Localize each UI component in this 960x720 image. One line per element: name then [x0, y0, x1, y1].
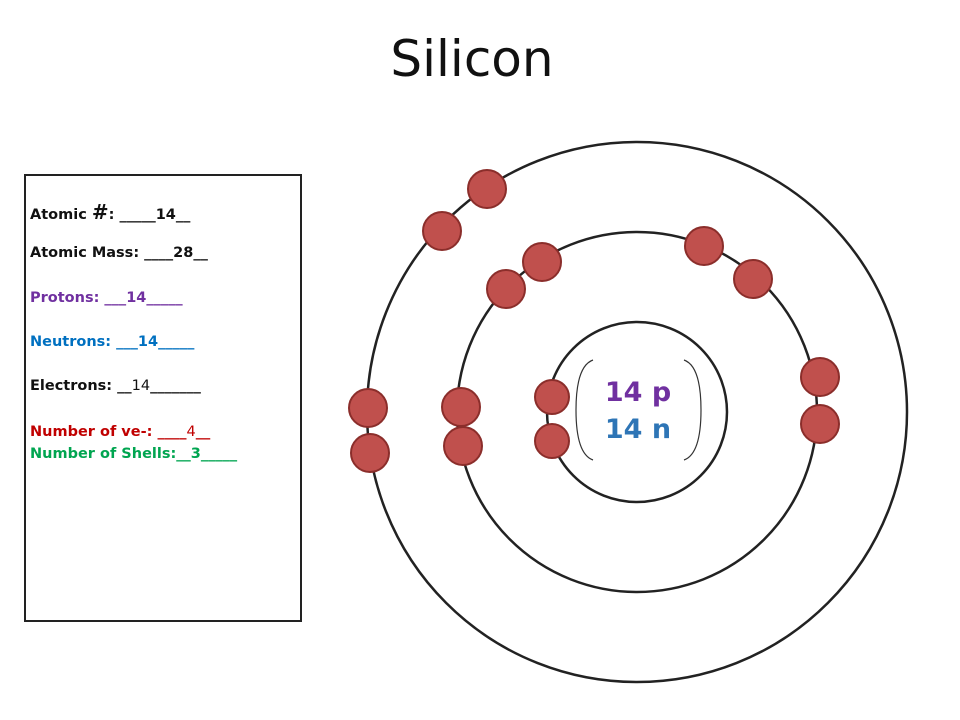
electron: [467, 169, 507, 209]
nucleus-neutrons-label: 14 n: [605, 414, 671, 445]
atomic-mass-label: Atomic Mass: ____: [30, 245, 174, 261]
atomic-number-blank: : _____: [108, 207, 156, 223]
neutrons-suffix: _____: [158, 334, 195, 350]
electron: [534, 379, 570, 415]
page-title: Silicon: [390, 30, 554, 88]
electrons-suffix: _______: [150, 378, 201, 394]
electrons-line: Electrons: __14_______: [30, 378, 201, 394]
inner-shell-orbit: [545, 320, 729, 504]
shells-value: 3: [190, 446, 201, 462]
shell-2-electrons: [441, 226, 840, 466]
neutrons-value: 14: [137, 334, 159, 350]
shells-line: Number of Shells:__3_____: [30, 446, 237, 462]
electron: [348, 388, 388, 428]
nucleus-right-bracket: [683, 359, 702, 461]
electron: [422, 211, 462, 251]
atomic-number-label: Atomic: [30, 207, 92, 223]
protons-value: 14: [126, 290, 147, 306]
electron: [800, 404, 840, 444]
valence-suffix: __: [195, 424, 211, 440]
atomic-mass-suffix: __: [193, 245, 208, 261]
shell-3-electrons: [348, 169, 507, 473]
electron: [733, 259, 773, 299]
atomic-number-suffix: __: [175, 207, 191, 223]
electrons-value: 14: [131, 378, 151, 394]
atomic-number-hash: #: [91, 200, 109, 224]
valence-label: Number of ve-: ____: [30, 424, 187, 440]
electron: [443, 426, 483, 466]
electron: [800, 357, 840, 397]
atomic-number-line: Atomic #: _____14__: [30, 200, 190, 224]
electron: [350, 433, 390, 473]
valence-value: 4: [186, 424, 196, 440]
electron: [534, 423, 570, 459]
electron: [684, 226, 724, 266]
nucleus-left-bracket: [575, 359, 594, 461]
shell-1-electrons: [534, 379, 570, 459]
protons-suffix: _____: [146, 290, 183, 306]
protons-label: Protons: ___: [30, 290, 127, 306]
neutrons-line: Neutrons: ___14_____: [30, 334, 194, 350]
electrons-label: Electrons: __: [30, 378, 132, 394]
electron: [522, 242, 562, 282]
valence-line: Number of ve-: ____4__: [30, 424, 210, 440]
shells-suffix: _____: [200, 446, 238, 462]
shells-label: Number of Shells:__: [30, 446, 191, 462]
atomic-mass-line: Atomic Mass: ____28__: [30, 245, 208, 261]
electron: [441, 387, 481, 427]
atomic-mass-value: 28: [173, 245, 194, 261]
atomic-number-value: 14: [155, 207, 176, 223]
protons-line: Protons: ___14_____: [30, 290, 183, 306]
neutrons-label: Neutrons: ___: [30, 334, 138, 350]
atom-info-box: Atomic #: _____14__ Atomic Mass: ____28_…: [24, 174, 302, 622]
electron: [486, 269, 526, 309]
nucleus-protons-label: 14 p: [605, 377, 671, 408]
